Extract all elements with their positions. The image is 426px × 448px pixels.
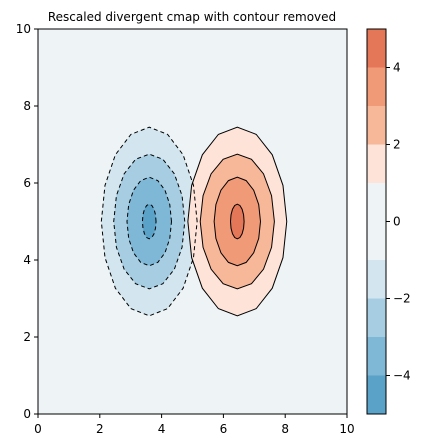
x-tick-label: 8 <box>281 422 289 436</box>
contour-line-negative-4 <box>141 203 157 240</box>
colorbar-band <box>367 221 386 260</box>
contour-fills <box>101 127 287 316</box>
y-tick-label: 0 <box>23 407 31 421</box>
y-tick-label: 4 <box>23 253 31 267</box>
x-tick-label: 0 <box>34 422 42 436</box>
y-tick-label: 8 <box>23 99 31 113</box>
x-tick-label: 2 <box>96 422 104 436</box>
colorbar-band <box>367 298 386 337</box>
plot-frame <box>37 28 348 415</box>
y-tick-label: 2 <box>23 330 31 344</box>
contour-line-negative-3 <box>126 176 172 267</box>
y-tick-label: 10 <box>16 22 31 36</box>
colorbar-band <box>367 183 386 222</box>
x-tick-label: 6 <box>220 422 228 436</box>
colorbar-band <box>367 260 386 299</box>
y-axis: 0 2 4 6 8 10 <box>16 22 38 421</box>
colorbar-tick-label: −4 <box>393 369 411 383</box>
colorbar-tick-label: −2 <box>393 292 411 306</box>
y-tick-label: 6 <box>23 176 31 190</box>
colorbar: −4 −2 0 2 4 <box>366 28 411 415</box>
colorbar-band <box>367 144 386 183</box>
colorbar-tick-label: 2 <box>393 138 401 152</box>
contour-fill-negative-4 <box>142 204 157 239</box>
colorbar-band <box>367 375 386 414</box>
colorbar-band <box>367 29 386 68</box>
contour-fill-positive-4 <box>230 204 245 239</box>
contour-line-positive-4 <box>230 203 245 240</box>
contour-line-positive-2 <box>199 153 275 290</box>
contour-line-positive-1 <box>187 126 288 317</box>
x-axis: 0 2 4 6 8 10 <box>34 414 355 436</box>
colorbar-tick-label: 0 <box>393 215 401 229</box>
colorbar-tick-label: 4 <box>393 61 401 75</box>
contour-line-positive-3 <box>213 176 261 267</box>
x-tick-label: 10 <box>339 422 354 436</box>
x-tick-label: 4 <box>158 422 166 436</box>
colorbar-band <box>367 106 386 145</box>
contour-line-negative-1 <box>100 126 198 317</box>
colorbar-band <box>367 67 386 106</box>
contour-lines <box>100 126 288 317</box>
contour-line-negative-2 <box>113 153 186 290</box>
chart-title: Rescaled divergent cmap with contour rem… <box>48 10 336 24</box>
colorbar-band <box>367 337 386 376</box>
